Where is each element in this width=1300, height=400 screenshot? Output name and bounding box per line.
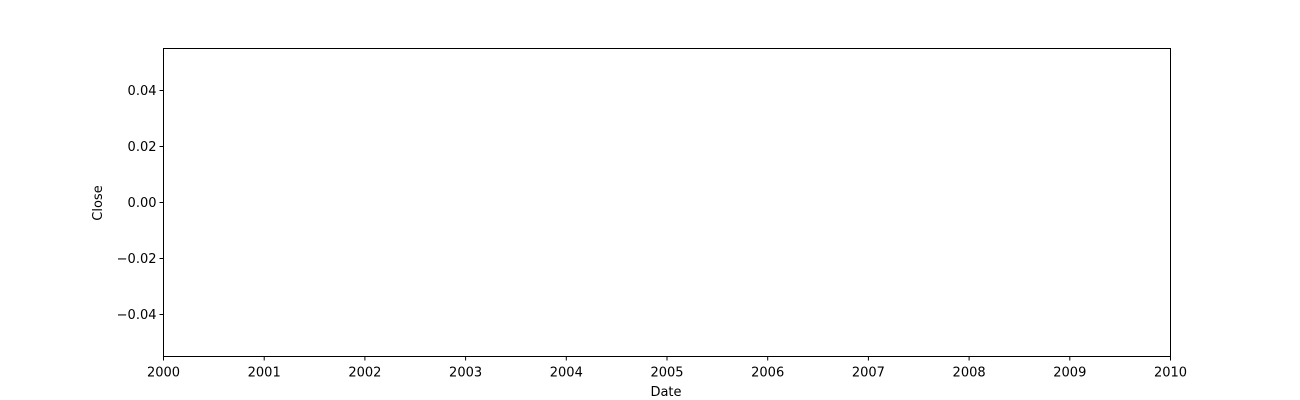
x-tick-label: 2002 bbox=[348, 366, 381, 381]
y-axis-label: Close bbox=[91, 185, 106, 220]
x-tick-label: 2004 bbox=[550, 366, 583, 381]
y-tick-label: 0.04 bbox=[128, 84, 157, 99]
x-axis-ticks: 2000 2001 2002 2003 2004 2005 2006 2007 2008 2009… bbox=[147, 356, 1187, 381]
y-tick-label: 0.00 bbox=[128, 196, 157, 211]
y-axis-ticks: 0.04 0.02 0.00 −0.02 −0.04 bbox=[117, 84, 164, 323]
x-tick-label: 2010 bbox=[1154, 366, 1187, 381]
y-tick-label: −0.02 bbox=[117, 252, 157, 267]
x-tick-label: 2001 bbox=[248, 366, 281, 381]
x-tick-label: 2006 bbox=[751, 366, 784, 381]
x-tick-label: 2008 bbox=[953, 366, 986, 381]
x-tick-label: 2003 bbox=[449, 366, 482, 381]
x-tick-label: 2000 bbox=[147, 366, 180, 381]
plot-area bbox=[163, 48, 1171, 357]
x-tick-label: 2007 bbox=[852, 366, 885, 381]
x-tick-label: 2005 bbox=[650, 366, 683, 381]
x-axis-label: Date bbox=[650, 385, 681, 400]
y-tick-label: 0.02 bbox=[128, 140, 157, 155]
y-tick-label: −0.04 bbox=[117, 308, 157, 323]
x-tick-label: 2009 bbox=[1053, 366, 1086, 381]
